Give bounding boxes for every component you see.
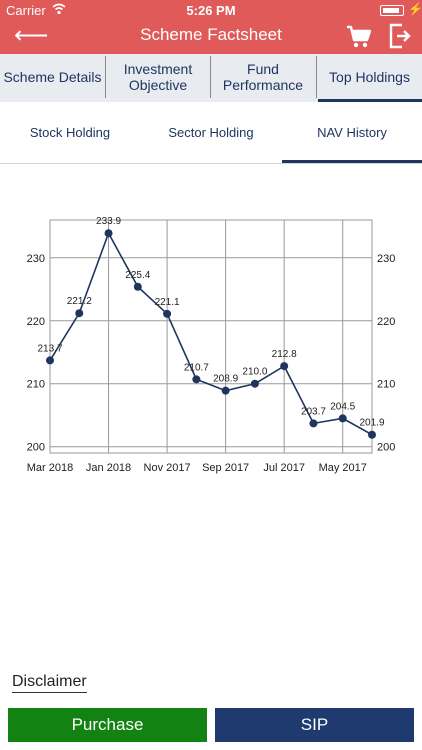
purchase-button[interactable]: Purchase — [8, 708, 207, 742]
y-tick-label-right: 230 — [377, 253, 395, 265]
sip-button[interactable]: SIP — [215, 708, 414, 742]
nav-data-label: 210.7 — [184, 362, 209, 373]
nav-data-point — [250, 379, 259, 388]
status-bar: Carrier 5:26 PM ⚡ — [0, 0, 422, 20]
y-tick-label-left: 210 — [27, 379, 45, 391]
nav-data-point — [46, 356, 54, 365]
sub-tab-bar: Stock Holding Sector Holding NAV History — [0, 102, 422, 164]
carrier-label: Carrier — [6, 3, 46, 18]
nav-data-point — [75, 309, 84, 318]
charging-icon: ⚡ — [408, 2, 422, 16]
nav-data-point — [368, 430, 376, 439]
nav-data-point — [338, 414, 347, 423]
nav-data-label: 203.7 — [301, 406, 326, 417]
nav-data-label: 208.9 — [213, 374, 238, 385]
plot-frame — [49, 219, 373, 454]
back-arrow-icon[interactable]: ⟵ — [14, 22, 49, 49]
clock: 5:26 PM — [186, 3, 236, 18]
nav-history-chart: 200 200 210 210 220 220 230 230 Mar 2018 Jan 2018… — [0, 210, 422, 485]
x-tick-label: Nov 2017 — [144, 462, 191, 474]
nav-chart-svg: 200 200 210 210 220 220 230 230 Mar 2018 Jan 2018… — [27, 216, 396, 474]
tab-divider — [105, 56, 106, 98]
nav-data-point — [104, 229, 113, 238]
wifi-icon — [52, 3, 66, 15]
cart-icon[interactable] — [346, 25, 372, 49]
tab-top-holdings[interactable]: Top Holdings — [329, 69, 410, 85]
nav-data-label: 204.5 — [330, 401, 355, 412]
tab-bar: Scheme Details Investment Objective Fund… — [0, 54, 422, 102]
nav-data-label: 225.4 — [125, 270, 150, 281]
subtab-sector-holding[interactable]: Sector Holding — [168, 124, 254, 140]
x-tick-label: May 2017 — [319, 462, 367, 474]
nav-data-label: 221.2 — [67, 296, 92, 307]
nav-data-label: 201.9 — [359, 418, 384, 429]
battery-icon — [380, 5, 404, 16]
tab-divider — [210, 56, 211, 98]
active-subtab-indicator — [282, 160, 422, 163]
tab-divider — [316, 56, 317, 98]
nav-series-line — [49, 231, 373, 436]
nav-data-point — [163, 309, 172, 318]
tab-scheme-details[interactable]: Scheme Details — [3, 69, 102, 85]
page-title: Scheme Factsheet — [140, 25, 282, 44]
nav-data-label: 213.7 — [37, 343, 62, 354]
nav-data-point — [192, 375, 201, 384]
y-tick-label-left: 200 — [27, 442, 45, 454]
nav-data-label: 233.9 — [96, 216, 121, 227]
nav-data-point — [221, 386, 230, 395]
nav-data-point — [133, 282, 142, 291]
subtab-stock-holding[interactable]: Stock Holding — [29, 124, 111, 140]
y-tick-label-left: 230 — [27, 253, 45, 265]
x-tick-label: Sep 2017 — [202, 462, 249, 474]
logout-icon[interactable] — [388, 23, 412, 49]
y-tick-label-right: 210 — [377, 379, 395, 391]
nav-data-label: 210.0 — [242, 367, 267, 378]
x-tick-label: Mar 2018 — [27, 462, 73, 474]
nav-data-point — [280, 362, 289, 371]
x-tick-label: Jul 2017 — [263, 462, 305, 474]
subtab-nav-history[interactable]: NAV History — [317, 124, 387, 140]
active-tab-indicator — [318, 99, 422, 102]
nav-data-point — [309, 419, 318, 428]
header-bar: ⟵ Scheme Factsheet — [0, 20, 422, 54]
nav-data-label: 221.1 — [155, 297, 180, 308]
nav-data-label: 212.8 — [272, 349, 297, 360]
tab-fund-performance[interactable]: Fund Performance — [222, 61, 304, 93]
disclaimer-link[interactable]: Disclaimer — [12, 673, 87, 693]
y-tick-label-left: 220 — [27, 316, 45, 328]
y-tick-label-right: 220 — [377, 316, 395, 328]
y-tick-label-right: 200 — [377, 442, 395, 454]
x-tick-label: Jan 2018 — [86, 462, 131, 474]
tab-investment-objective[interactable]: Investment Objective — [123, 61, 193, 93]
